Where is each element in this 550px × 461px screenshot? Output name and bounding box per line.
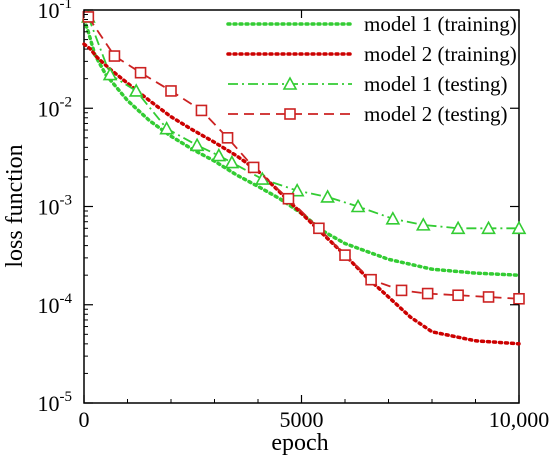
legend-item-4: model 2 (testing)	[228, 102, 507, 126]
series-3-point	[224, 154, 240, 169]
series-4-point	[221, 132, 234, 144]
series-3-point	[415, 217, 431, 231]
tick-layer: 0 5000 10,000 10-5 10-4 10-3 10-2 10-1	[38, 0, 550, 432]
series-4-point	[395, 284, 408, 297]
x-tick-label: 5000	[280, 407, 324, 432]
y-tick-label: 10-2	[38, 94, 73, 121]
series-4-point	[513, 292, 525, 305]
series-3-point	[350, 198, 366, 213]
series-4-point	[365, 273, 377, 286]
legend-item-2: model 2 (training)	[226, 42, 517, 66]
series-3-point	[385, 211, 401, 225]
series-4-point	[282, 192, 295, 205]
x-tick-label: 10,000	[489, 407, 550, 432]
series-4-point	[339, 249, 351, 261]
series-4	[82, 11, 525, 305]
y-tick-label: 10-3	[38, 193, 73, 220]
series-4-point	[482, 291, 495, 303]
legend-marker	[284, 108, 296, 120]
series-3-point	[320, 189, 335, 203]
y-tick-label: 10-5	[38, 389, 73, 416]
series-4-point	[313, 222, 325, 235]
legend-label: model 2 (training)	[364, 42, 517, 66]
series-4-point	[247, 161, 260, 174]
legend-item-1: model 1 (training)	[226, 12, 517, 36]
series-3-point	[481, 220, 496, 235]
plot-area	[83, 9, 520, 404]
series-4-line	[87, 16, 520, 300]
x-tick-label: 0	[79, 407, 90, 432]
y-axis-label: loss function	[2, 144, 28, 267]
series-4-point	[452, 289, 464, 302]
plot-frame	[83, 9, 520, 404]
series-4-point	[195, 104, 208, 117]
legend-marker	[282, 76, 298, 90]
legend-label: model 1 (testing)	[364, 72, 507, 96]
series-4-point	[421, 287, 434, 300]
series-layer	[81, 9, 527, 346]
series-3-point	[128, 83, 144, 97]
series-1-line	[82, 17, 521, 277]
x-axis-label: epoch	[271, 430, 328, 456]
y-tick-label: 10-1	[38, 0, 73, 23]
series-3-point	[211, 147, 227, 162]
series-3-line	[87, 16, 519, 230]
legend-label: model 1 (training)	[364, 12, 517, 36]
series-3-point	[159, 120, 174, 135]
legend-item-3: model 1 (testing)	[228, 72, 507, 96]
series-4-point	[108, 50, 121, 62]
series-4-point	[165, 85, 177, 97]
series-3-point	[102, 66, 118, 81]
legend-label: model 2 (testing)	[364, 102, 507, 126]
series-4-point	[82, 11, 95, 23]
legend: model 1 (training) model 2 (training) mode…	[226, 12, 517, 126]
series-3-point	[511, 220, 527, 235]
series-3-point	[450, 220, 466, 235]
series-3-point	[289, 182, 305, 197]
series-3	[81, 9, 527, 235]
y-tick-label: 10-4	[38, 291, 73, 318]
series-3-point	[189, 137, 205, 152]
series-1	[82, 17, 521, 277]
series-4-point	[134, 66, 147, 79]
